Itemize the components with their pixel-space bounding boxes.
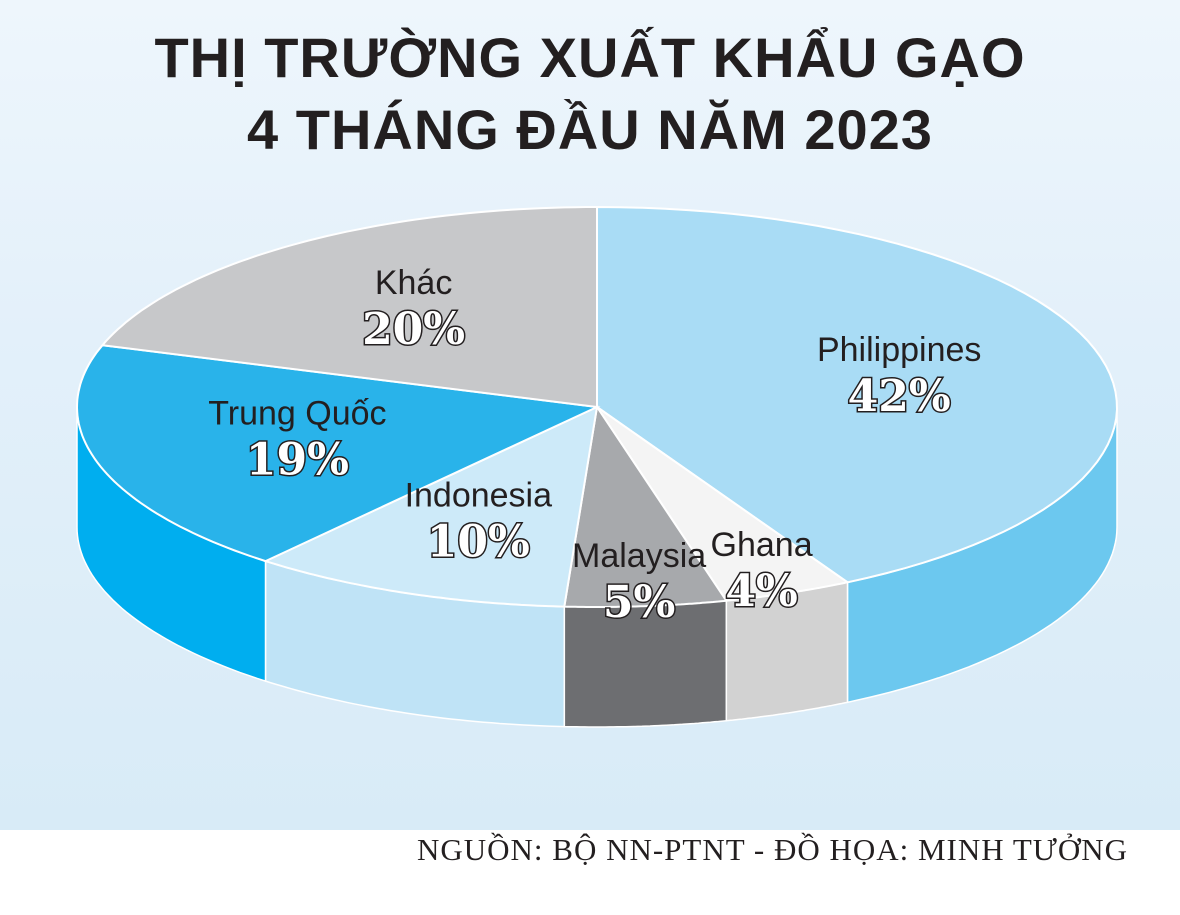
slice-ghana: [596, 406, 850, 602]
slice-name-malaysia: Malaysia: [572, 537, 706, 575]
slice-philippines: [596, 205, 1119, 584]
slice-value-malaysia: 5%: [603, 577, 675, 628]
title-line-1: THỊ TRƯỜNG XUẤT KHẨU GẠO: [154, 26, 1026, 89]
slice-khac: [100, 206, 598, 409]
slice-name-indonesia: Indonesia: [405, 476, 553, 514]
source-credit: NGUỒN: BỘ NN-PTNT - ĐỒ HỌA: MINH TƯỞNG: [416, 832, 1128, 867]
pie-slices: [75, 205, 1119, 608]
slice-value-ghana: 4%: [725, 566, 797, 617]
title-line-2: 4 THÁNG ĐẦU NĂM 2023: [247, 98, 933, 161]
slice-name-khac: Khác: [375, 264, 453, 302]
slice-value-trung-quoc: 19%: [246, 435, 349, 486]
slice-indonesia: [262, 405, 599, 608]
chart-title: THỊ TRƯỜNG XUẤT KHẨU GẠO 4 THÁNG ĐẦU NĂM…: [0, 22, 1180, 166]
slice-value-indonesia: 10%: [427, 516, 530, 567]
slice-value-khac: 20%: [362, 304, 465, 355]
slice-name-philippines: Philippines: [817, 331, 981, 369]
slice-trung-quoc: [75, 344, 601, 563]
slice-name-ghana: Ghana: [711, 526, 813, 564]
slice-name-trung-quoc: Trung Quốc: [208, 395, 386, 433]
slice-value-philippines: 42%: [848, 371, 951, 422]
slice-malaysia: [563, 404, 729, 608]
